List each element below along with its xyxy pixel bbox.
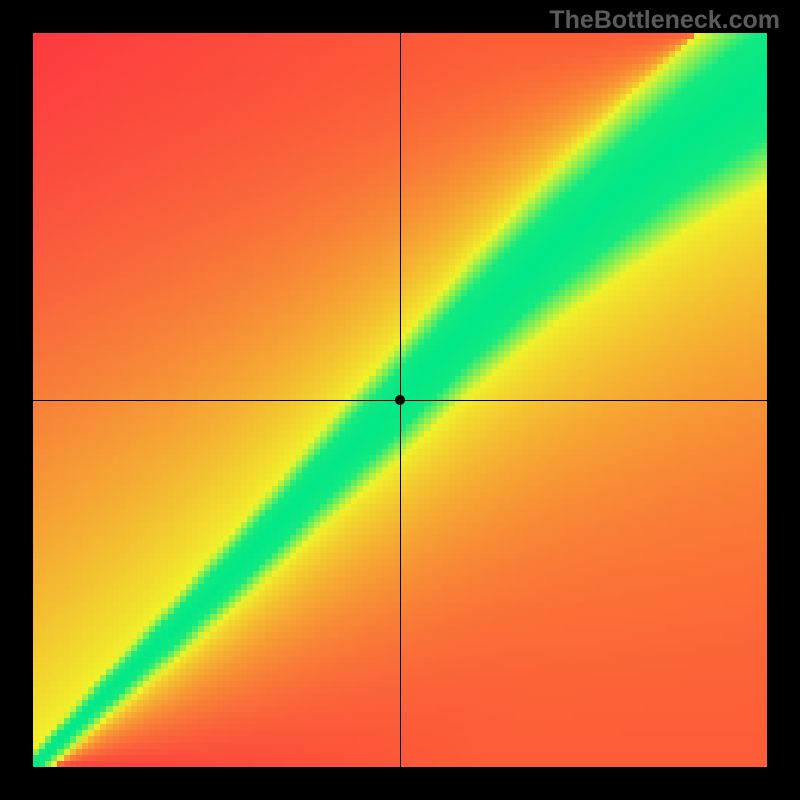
bottleneck-heatmap (33, 33, 767, 767)
watermark-text: TheBottleneck.com (549, 6, 780, 35)
chart-container: TheBottleneck.com (0, 0, 800, 800)
